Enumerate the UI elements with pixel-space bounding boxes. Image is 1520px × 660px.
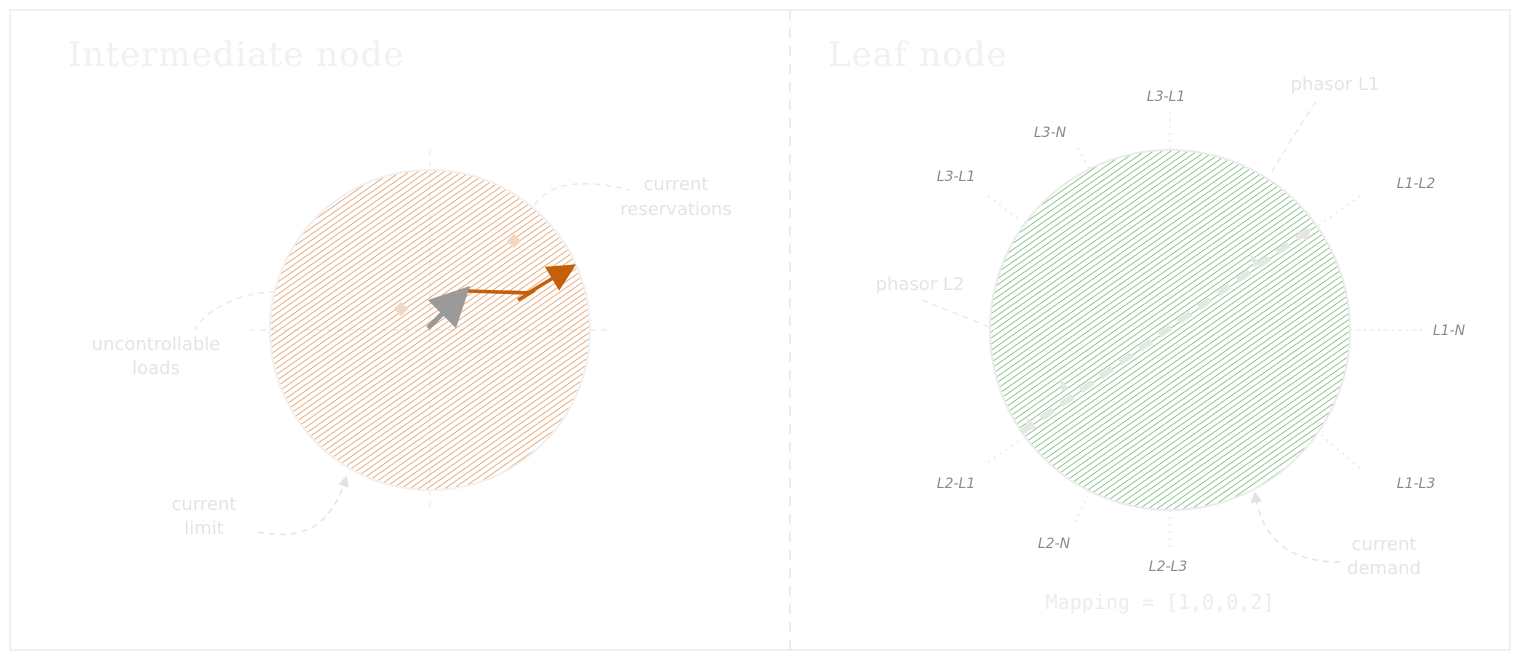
reservation-arrow-mid-head — [504, 290, 537, 302]
label-l2-l3: L2-L3 — [1149, 559, 1187, 575]
reservations-annotation-line1: current — [644, 174, 709, 195]
reservations-leader — [534, 183, 631, 206]
current-limit-disc — [269, 169, 591, 491]
label-l1-l3: L1-L3 — [1397, 476, 1435, 492]
demand-annotation-line1: current — [1352, 534, 1417, 555]
phasor-l2-leader — [921, 299, 996, 331]
outer-frame — [9, 9, 1511, 651]
uncontrollable-annotation-line2: loads — [132, 358, 180, 379]
uncontrollable-annotation-line1: uncontrollable — [92, 334, 221, 355]
demand-annotation-line2: demand — [1347, 558, 1421, 579]
phase-axes — [987, 112, 1425, 548]
reservations-annotation-line2: reservations — [620, 199, 731, 220]
right-panel-title: Leaf node — [828, 35, 1008, 75]
label-l3-l1-left: L3-L1 — [937, 169, 975, 185]
mapping-text: Mapping = [1,0,0,2] — [1046, 590, 1275, 614]
uncontrollable-leader — [194, 291, 276, 331]
left-panel-title: Intermediate node — [68, 35, 404, 75]
demand-leader — [1250, 491, 1341, 563]
left-faint-markers — [393, 233, 522, 317]
uncontrollable-load-arrow — [426, 285, 471, 330]
label-l2-n: L2-N — [1038, 536, 1071, 552]
phasor-l1-annotation: phasor L1 — [1291, 74, 1380, 95]
limit-leader — [257, 475, 349, 536]
limit-annotation-line2: limit — [184, 518, 224, 539]
phasor-vector — [1020, 225, 1314, 435]
label-l1-l2: L1-L2 — [1397, 176, 1436, 192]
label-l1-n: L1-N — [1433, 323, 1466, 339]
phasor-l1-leader — [1271, 101, 1317, 173]
limit-annotation-line1: current — [172, 494, 237, 515]
phasor-l2-annotation: phasor L2 — [876, 274, 965, 295]
label-l3-l1-top: L3-L1 — [1147, 89, 1185, 105]
label-l3-n: L3-N — [1034, 125, 1067, 141]
label-l2-l1: L2-L1 — [937, 476, 975, 492]
phasor-markers — [1022, 228, 1312, 432]
